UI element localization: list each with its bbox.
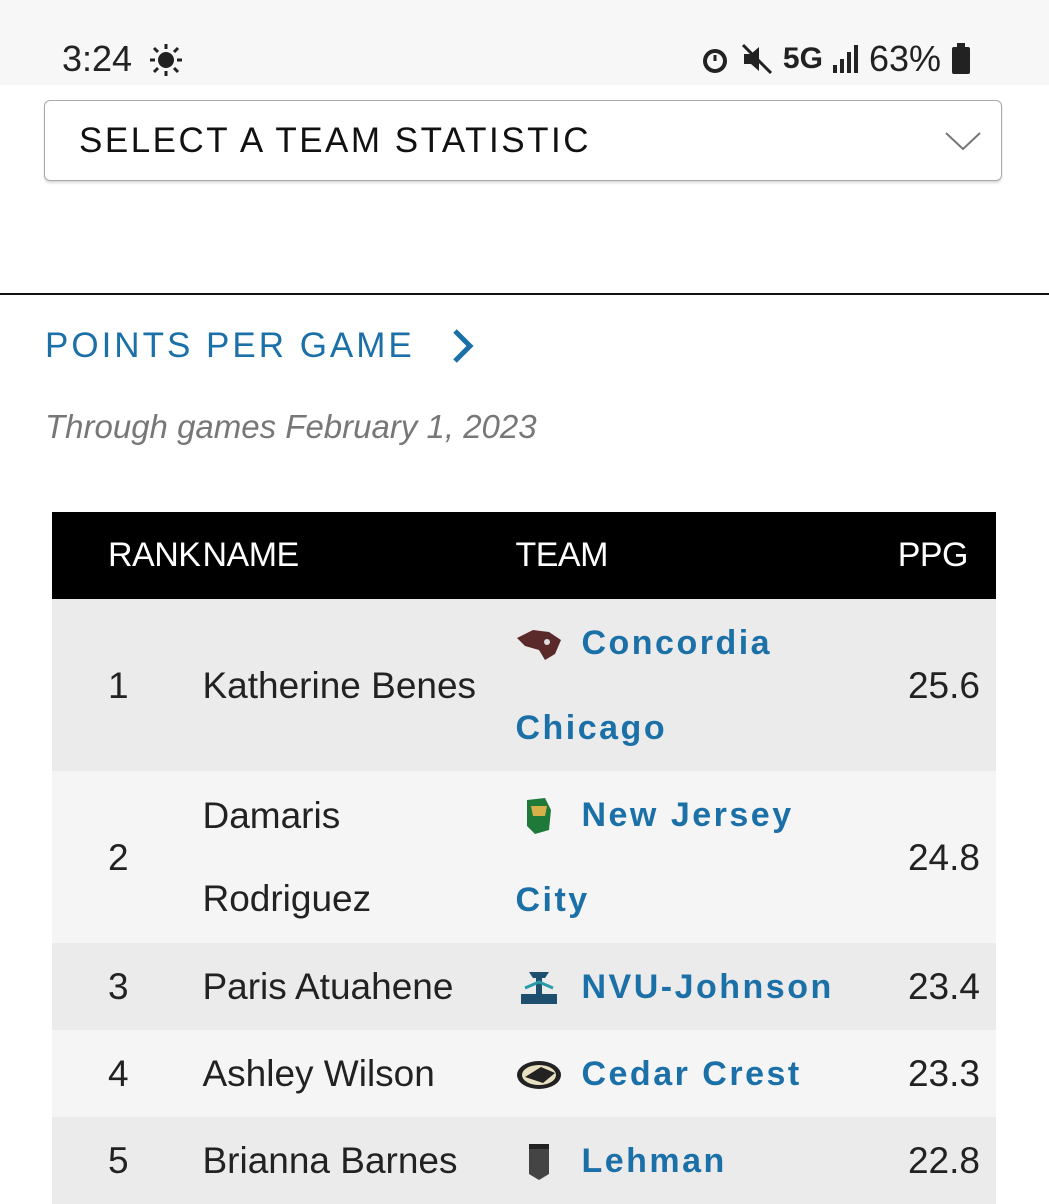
divider (0, 293, 1049, 295)
player-name: Ashley Wilson (201, 1030, 515, 1117)
rank: 4 (52, 1030, 202, 1117)
rank: 5 (52, 1117, 202, 1204)
ppg: 25.6 (874, 599, 996, 771)
header-cell: TEAM (514, 512, 875, 599)
team-stat-select[interactable]: SELECT A TEAM STATISTIC (44, 100, 1002, 181)
ppg: 23.4 (874, 943, 996, 1030)
team-logo (517, 630, 562, 661)
team-cell: Cedar Crest (514, 1030, 875, 1117)
ppg: 23.3 (874, 1030, 996, 1117)
team-cell: Lehman (514, 1117, 875, 1204)
ppg: 24.8 (874, 771, 996, 943)
table-row: 3 Paris Atuahene NVU-Johnson 23.4 (52, 943, 996, 1030)
stats-table: RANK NAME TEAM PPG 1 Katherine Benes Con… (52, 512, 996, 1204)
table-row: 2 Damaris Rodriguez New Jersey City 24.8 (52, 771, 996, 943)
ppg: 22.8 (874, 1117, 996, 1204)
section-subtitle: Through games February 1, 2023 (45, 408, 537, 445)
select-label: SELECT A TEAM STATISTIC (79, 121, 591, 160)
mute-icon (741, 43, 772, 75)
header-cell: PPG (874, 512, 996, 599)
rank: 1 (52, 599, 202, 771)
chevron-down (945, 132, 981, 151)
team-cell: Concordia Chicago (514, 599, 875, 771)
status-icons: 5G 63% (699, 38, 971, 80)
header-cell: NAME (201, 512, 515, 599)
table-row: 1 Katherine Benes Concordia Chicago 25.6 (52, 599, 996, 771)
section-title: POINTS PER GAME (45, 326, 415, 365)
table-row: 4 Ashley Wilson Cedar Crest 23.3 (52, 1030, 996, 1117)
header-cell: RANK (52, 512, 202, 599)
team-logo (527, 798, 552, 835)
battery-icon (952, 43, 970, 74)
player-name: Paris Atuahene (201, 943, 515, 1030)
clock: 3:24 (62, 38, 133, 79)
table-row: 5 Brianna Barnes Lehman 22.8 (52, 1117, 996, 1204)
network-label: 5G (782, 42, 823, 75)
chevron-right (453, 329, 474, 363)
player-name: Brianna Barnes (201, 1117, 515, 1204)
team-logo (529, 1144, 550, 1181)
status-bar: 3:24 5G 63% (0, 0, 1049, 85)
brightness-icon (150, 44, 182, 76)
team-link[interactable]: Cedar Crest (581, 1055, 802, 1093)
player-name: Damaris Rodriguez (201, 771, 515, 943)
signal-icon (832, 45, 858, 73)
header-row: RANK NAME TEAM PPG (52, 512, 996, 599)
team-cell: NVU-Johnson (514, 943, 875, 1030)
team-logo (517, 1061, 562, 1090)
team-logo (521, 972, 558, 1005)
player-name: Katherine Benes (201, 599, 515, 771)
team-cell: New Jersey City (514, 771, 875, 943)
battery-label: 63% (868, 38, 941, 79)
team-link[interactable]: Lehman (581, 1142, 727, 1180)
team-link[interactable]: Concordia Chicago (515, 624, 773, 747)
rank: 2 (52, 771, 202, 943)
alarm-icon (702, 49, 727, 73)
team-link[interactable]: NVU-Johnson (581, 968, 834, 1006)
section-link[interactable]: POINTS PER GAME (45, 326, 475, 366)
rank: 3 (52, 943, 202, 1030)
team-link[interactable]: New Jersey City (515, 796, 794, 919)
